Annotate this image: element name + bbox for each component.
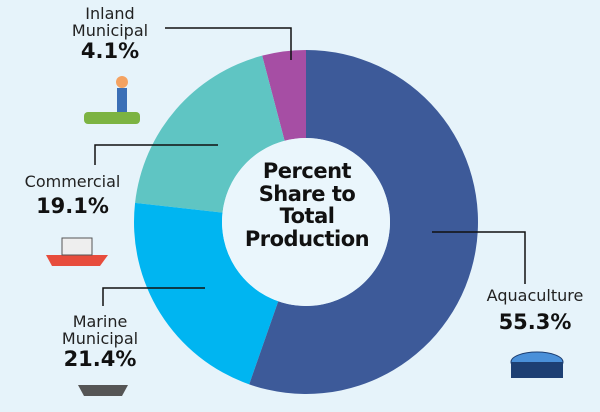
leader-line <box>165 27 292 60</box>
ship-icon <box>46 255 108 266</box>
category-label: Marine Municipal <box>61 312 139 348</box>
donut-hole <box>222 138 390 306</box>
category-label: Commercial <box>24 172 121 191</box>
donut-segment <box>134 202 279 385</box>
label: Aquaculture 55.3% <box>470 286 600 334</box>
donut-segment <box>249 50 479 395</box>
fisher-icon <box>116 76 128 88</box>
boat-icon <box>78 385 128 396</box>
label: Commercial 19.1% <box>0 172 145 218</box>
chart-title: Percent Share to Total Production <box>244 159 370 252</box>
category-label: Aquaculture <box>486 286 584 305</box>
leader-lines <box>94 27 526 306</box>
leader-line <box>432 231 526 284</box>
value-label: 55.3% <box>498 309 572 334</box>
category-label: Inland Municipal <box>71 4 149 40</box>
leader-line <box>94 144 218 165</box>
value-label: 4.1% <box>80 38 140 63</box>
donut-segment <box>262 50 306 141</box>
grass-icon <box>84 112 140 124</box>
value-label: 21.4% <box>63 346 137 371</box>
ship-icon <box>61 237 93 256</box>
leader-line <box>102 287 205 306</box>
label: Inland Municipal 4.1% <box>55 4 165 63</box>
label: Marine Municipal 21.4% <box>45 312 155 371</box>
fisher-icon <box>117 88 127 112</box>
pond-icon <box>511 362 563 378</box>
donut-segment <box>135 55 285 213</box>
value-label: 19.1% <box>36 193 109 218</box>
icons <box>46 76 564 396</box>
